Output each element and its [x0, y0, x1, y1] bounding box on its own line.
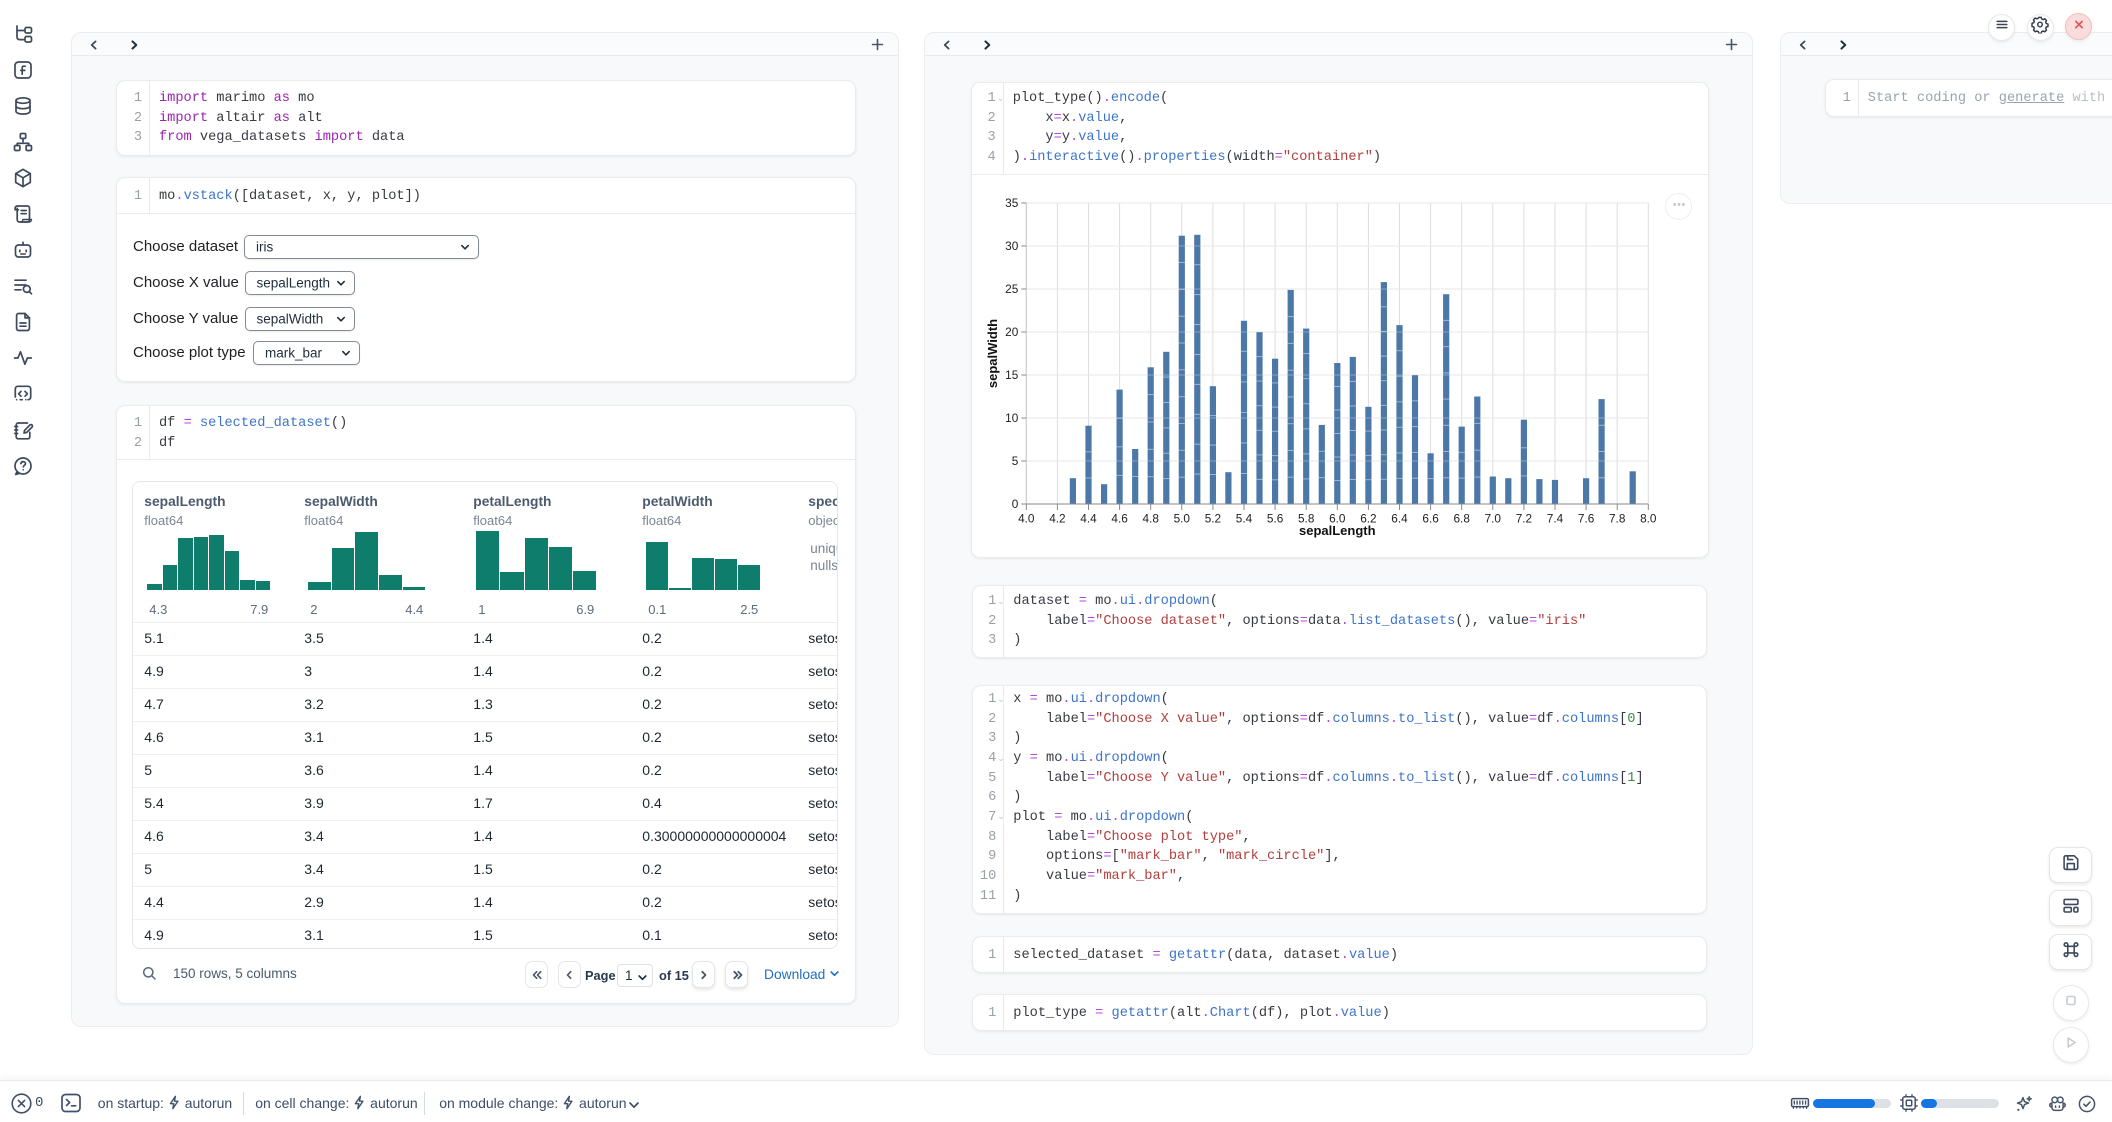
svg-text:35: 35	[1005, 196, 1019, 210]
svg-text:4.8: 4.8	[1142, 512, 1159, 526]
svg-text:7.8: 7.8	[1609, 512, 1626, 526]
svg-text:4.4: 4.4	[1080, 512, 1097, 526]
svg-text:6.6: 6.6	[1422, 512, 1439, 526]
svg-text:7.4: 7.4	[1547, 512, 1564, 526]
svg-text:6.8: 6.8	[1453, 512, 1470, 526]
svg-text:30: 30	[1005, 239, 1019, 253]
svg-text:5.0: 5.0	[1174, 512, 1191, 526]
svg-text:6.0: 6.0	[1329, 512, 1346, 526]
svg-text:5.8: 5.8	[1298, 512, 1315, 526]
svg-text:8.0: 8.0	[1640, 512, 1657, 526]
svg-text:4.2: 4.2	[1049, 512, 1065, 526]
svg-text:0: 0	[1012, 497, 1019, 511]
svg-text:5.2: 5.2	[1205, 512, 1221, 526]
svg-text:6.4: 6.4	[1391, 512, 1408, 526]
svg-text:5.4: 5.4	[1236, 512, 1253, 526]
svg-text:4.0: 4.0	[1018, 512, 1035, 526]
svg-text:sepalLength: sepalLength	[1299, 523, 1376, 538]
svg-text:15: 15	[1005, 368, 1019, 382]
svg-text:7.2: 7.2	[1516, 512, 1532, 526]
svg-text:5: 5	[1012, 454, 1019, 468]
svg-text:25: 25	[1005, 282, 1019, 296]
svg-text:sepalWidth: sepalWidth	[986, 319, 1000, 388]
svg-text:10: 10	[1005, 411, 1019, 425]
svg-text:20: 20	[1005, 325, 1019, 339]
svg-text:7.0: 7.0	[1485, 512, 1502, 526]
svg-text:6.2: 6.2	[1360, 512, 1376, 526]
svg-text:5.6: 5.6	[1267, 512, 1284, 526]
svg-text:7.6: 7.6	[1578, 512, 1595, 526]
svg-text:4.6: 4.6	[1111, 512, 1128, 526]
